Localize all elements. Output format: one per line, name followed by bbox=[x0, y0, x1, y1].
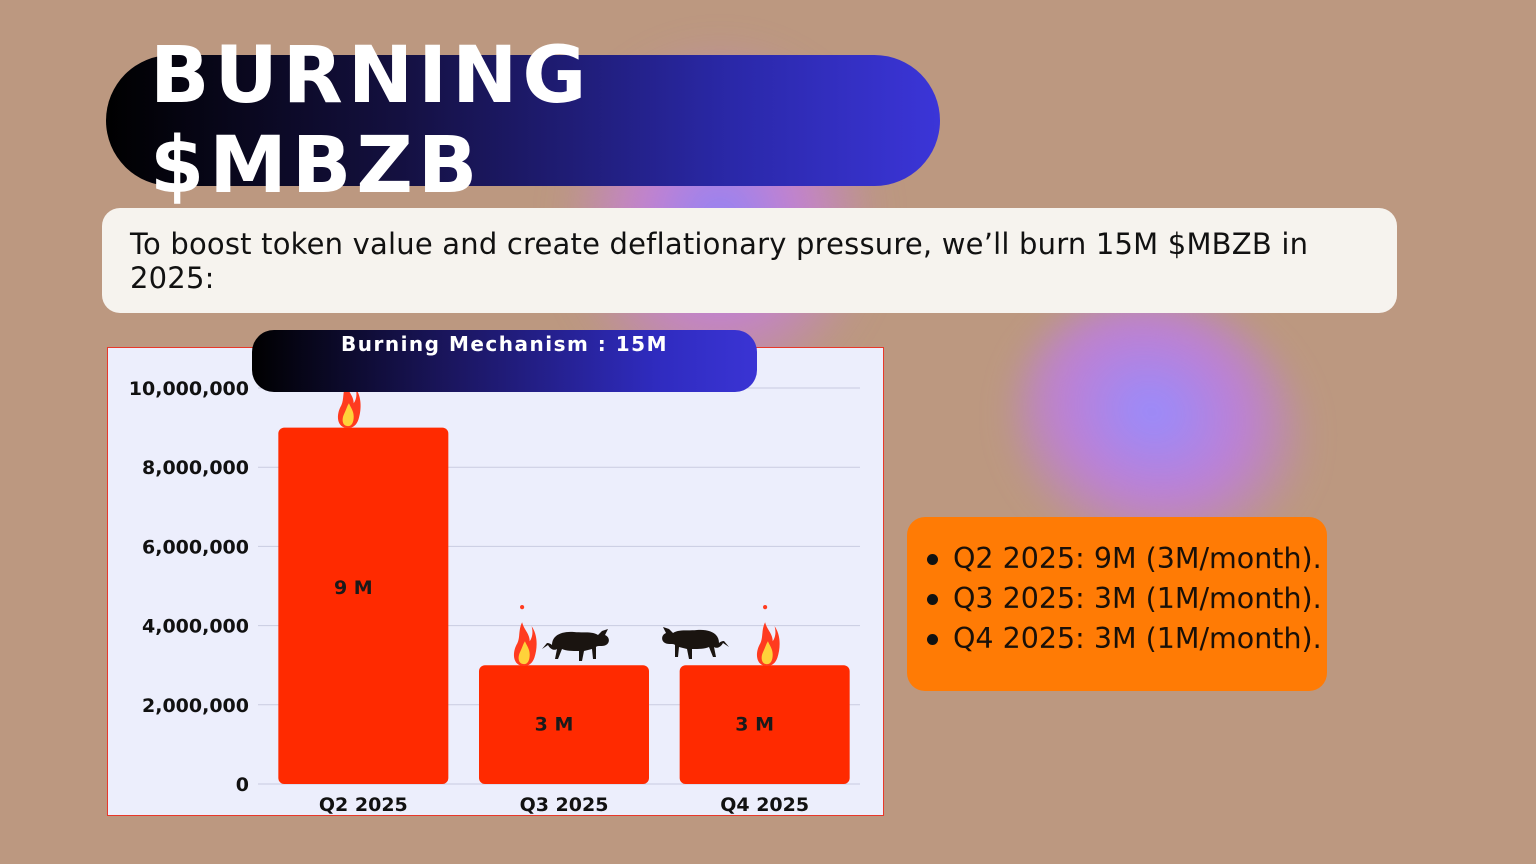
bar-data-label: 3 M bbox=[535, 714, 574, 736]
bar bbox=[278, 427, 449, 784]
schedule-item: Q4 2025: 3M (1M/month). bbox=[927, 619, 1327, 659]
bullet-icon bbox=[927, 594, 938, 605]
schedule-item: Q2 2025: 9M (3M/month). bbox=[927, 539, 1327, 579]
fire-spark bbox=[763, 605, 768, 610]
y-tick-label: 2,000,000 bbox=[142, 695, 249, 717]
fire-icon bbox=[513, 605, 537, 666]
schedule-item-text: Q3 2025: 3M (1M/month). bbox=[953, 582, 1322, 615]
page-title: BURNING $MBZB bbox=[150, 30, 592, 211]
chart-header: Burning Mechanism : 15M bbox=[252, 330, 757, 392]
chart-panel: 0 2,000,000 4,000,000 6,000,000 8,000,000 10,… bbox=[107, 347, 884, 816]
schedule-item-text: Q2 2025: 9M (3M/month). bbox=[953, 542, 1322, 575]
fire-inner bbox=[342, 403, 354, 427]
bar-data-label: 3 M bbox=[735, 714, 774, 736]
intro-box: To boost token value and create deflatio… bbox=[102, 208, 1397, 313]
bull-icon bbox=[662, 627, 729, 659]
y-tick-label: 4,000,000 bbox=[142, 616, 249, 638]
bullet-icon bbox=[927, 634, 938, 645]
intro-text: To boost token value and create deflatio… bbox=[130, 226, 1309, 295]
y-tick-label: 8,000,000 bbox=[142, 457, 249, 479]
bar bbox=[479, 665, 649, 784]
bull-body bbox=[662, 627, 729, 659]
title-banner: BURNING $MBZB bbox=[106, 31, 940, 211]
fire-icon bbox=[756, 605, 780, 666]
x-tick-label: Q4 2025 bbox=[720, 794, 809, 816]
x-tick-label: Q3 2025 bbox=[520, 794, 609, 816]
bullet-icon bbox=[927, 554, 938, 565]
chart-title: Burning Mechanism : 15M bbox=[340, 332, 668, 356]
schedule-list: Q2 2025: 9M (3M/month). Q3 2025: 3M (1M/m… bbox=[907, 517, 1327, 659]
bar bbox=[679, 665, 850, 784]
y-tick-label: 0 bbox=[236, 774, 249, 796]
fire-inner bbox=[761, 641, 773, 665]
y-tick-label: 10,000,000 bbox=[129, 378, 249, 400]
y-tick-label: 6,000,000 bbox=[142, 536, 249, 558]
schedule-item-text: Q4 2025: 3M (1M/month). bbox=[953, 622, 1322, 655]
x-tick-label: Q2 2025 bbox=[319, 794, 408, 816]
schedule-item: Q3 2025: 3M (1M/month). bbox=[927, 579, 1327, 619]
fire-spark bbox=[520, 605, 525, 610]
schedule-box: Q2 2025: 9M (3M/month). Q3 2025: 3M (1M/m… bbox=[907, 517, 1327, 691]
bull-body bbox=[542, 629, 609, 661]
bar-data-label: 9 M bbox=[334, 577, 373, 599]
bar-chart: 0 2,000,000 4,000,000 6,000,000 8,000,000 10,… bbox=[129, 367, 860, 816]
fire-inner bbox=[518, 641, 530, 665]
bull-icon bbox=[542, 629, 609, 661]
